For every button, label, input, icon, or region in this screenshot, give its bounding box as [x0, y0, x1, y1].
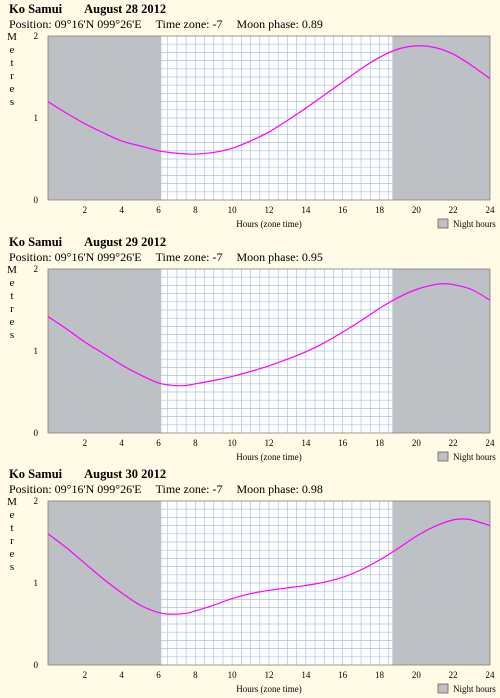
x-tick-label: 8: [193, 438, 198, 448]
plot-border: [47, 35, 491, 201]
x-tick-label: 10: [228, 438, 238, 448]
x-tick-label: 4: [119, 438, 124, 448]
x-tick-label: 14: [301, 670, 311, 680]
x-tick-label: 10: [228, 670, 238, 680]
grid: [48, 269, 490, 433]
x-tick-label: 20: [412, 438, 422, 448]
x-tick-label: 18: [375, 438, 385, 448]
legend-swatch: [437, 683, 449, 694]
x-tick-label: 14: [301, 205, 311, 215]
position-label: Position: 09°16'N 099°26'E: [9, 482, 142, 496]
moon-phase-label: Moon phase: 0.95: [236, 250, 323, 264]
x-tick-label: 22: [449, 670, 458, 680]
legend-swatch: [437, 218, 449, 229]
panel-title: Ko Samui August 28 2012: [9, 2, 166, 17]
panel-info: Position: 09°16'N 099°26'E Time zone: -7 M…: [9, 482, 337, 497]
x-tick-label: 10: [228, 205, 238, 215]
x-tick-label: 24: [486, 670, 496, 680]
tide-curve: [47, 283, 491, 387]
x-tick-label: 20: [412, 670, 422, 680]
x-tick-label: 14: [301, 438, 311, 448]
x-axis-label: Hours (zone time): [236, 452, 301, 462]
x-tick-label: 8: [193, 205, 198, 215]
legend-label: Night hours: [453, 452, 496, 462]
y-tick-label: 0: [34, 660, 39, 670]
x-tick-label: 6: [156, 438, 161, 448]
position-label: Position: 09°16'N 099°26'E: [9, 17, 142, 31]
tide-curve: [47, 45, 491, 155]
x-tick-label: 22: [449, 205, 458, 215]
x-tick-label: 8: [193, 670, 198, 680]
tide-curve: [47, 518, 491, 615]
grid: [48, 501, 490, 665]
x-tick-label: 24: [486, 438, 496, 448]
moon-phase-label: Moon phase: 0.89: [236, 17, 323, 31]
timezone-label: Time zone: -7: [155, 250, 223, 264]
x-tick-label: 2: [83, 205, 88, 215]
y-tick-label: 1: [34, 346, 39, 356]
x-tick-label: 12: [265, 438, 274, 448]
location-label: Ko Samui: [9, 467, 63, 481]
tide-panel-aug-28: Ko Samui August 28 2012 Position: 09°16'N…: [0, 0, 500, 232]
x-tick-label: 12: [265, 205, 274, 215]
x-tick-label: 22: [449, 438, 458, 448]
tide-panel-aug-29: Ko Samui August 29 2012 Position: 09°16'N…: [0, 233, 500, 465]
plot-border: [47, 268, 491, 434]
date-label: August 29 2012: [84, 235, 167, 249]
x-tick-label: 4: [119, 205, 124, 215]
timezone-label: Time zone: -7: [155, 17, 223, 31]
x-tick-label: 18: [375, 205, 385, 215]
panel-title: Ko Samui August 29 2012: [9, 235, 166, 250]
y-tick-label: 0: [34, 428, 39, 438]
timezone-label: Time zone: -7: [155, 482, 223, 496]
x-tick-label: 2: [83, 438, 88, 448]
x-tick-label: 16: [338, 670, 348, 680]
position-label: Position: 09°16'N 099°26'E: [9, 250, 142, 264]
x-tick-label: 6: [156, 670, 161, 680]
tide-panel-aug-30: Ko Samui August 30 2012 Position: 09°16'N…: [0, 465, 500, 697]
panel-title: Ko Samui August 30 2012: [9, 467, 166, 482]
panel-info: Position: 09°16'N 099°26'E Time zone: -7 M…: [9, 17, 337, 32]
x-tick-label: 16: [338, 438, 348, 448]
date-label: August 28 2012: [84, 2, 167, 16]
legend-swatch: [437, 451, 449, 462]
y-tick-label: 2: [34, 31, 39, 41]
location-label: Ko Samui: [9, 235, 63, 249]
moon-phase-label: Moon phase: 0.98: [236, 482, 323, 496]
x-tick-label: 4: [119, 670, 124, 680]
grid: [48, 36, 490, 200]
y-tick-label: 2: [34, 264, 39, 274]
location-label: Ko Samui: [9, 2, 63, 16]
plot-border: [47, 500, 491, 666]
legend-label: Night hours: [453, 684, 496, 694]
y-tick-label: 0: [34, 195, 39, 205]
x-axis-label: Hours (zone time): [236, 684, 301, 694]
y-tick-label: 2: [34, 496, 39, 506]
date-label: August 30 2012: [84, 467, 167, 481]
x-tick-label: 6: [156, 205, 161, 215]
x-tick-label: 24: [486, 205, 496, 215]
x-tick-label: 2: [83, 670, 88, 680]
x-axis-label: Hours (zone time): [236, 219, 301, 229]
y-tick-label: 1: [34, 578, 39, 588]
x-tick-label: 18: [375, 670, 385, 680]
panel-info: Position: 09°16'N 099°26'E Time zone: -7 M…: [9, 250, 337, 265]
y-tick-label: 1: [34, 113, 39, 123]
x-tick-label: 12: [265, 670, 274, 680]
x-tick-label: 16: [338, 205, 348, 215]
x-tick-label: 20: [412, 205, 422, 215]
legend-label: Night hours: [453, 219, 496, 229]
